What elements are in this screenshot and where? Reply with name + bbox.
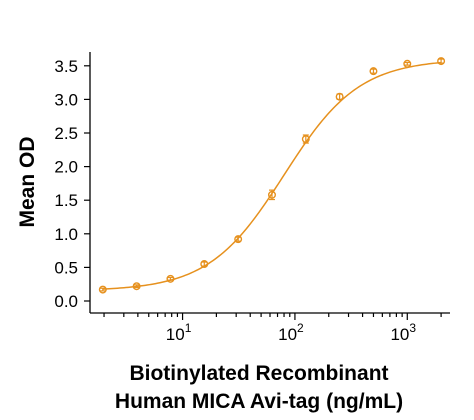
data-point bbox=[267, 190, 276, 199]
x-axis-title-line2: Human MICA Avi-tag (ng/mL) bbox=[115, 390, 403, 413]
data-points bbox=[98, 57, 446, 294]
y-tick-label: 2.0 bbox=[54, 158, 78, 177]
y-tick-label: 0.0 bbox=[54, 292, 78, 311]
y-tick-label: 2.5 bbox=[54, 124, 78, 143]
x-ticks: 101 102 103 bbox=[103, 313, 442, 344]
fit-curve bbox=[102, 61, 442, 290]
y-axis-title: Mean OD bbox=[16, 136, 39, 227]
data-point bbox=[98, 285, 107, 294]
data-point bbox=[335, 92, 344, 101]
y-tick-label: 0.5 bbox=[54, 258, 78, 277]
y-ticks: 0.0 0.5 1.0 1.5 2.0 2.5 3.0 3.5 bbox=[54, 57, 90, 311]
data-point bbox=[166, 274, 175, 283]
y-tick-label: 3.5 bbox=[54, 57, 78, 76]
data-point bbox=[234, 235, 243, 244]
x-tick-label: 102 bbox=[278, 321, 304, 344]
y-tick-label: 1.5 bbox=[54, 191, 78, 210]
data-point bbox=[437, 57, 446, 66]
data-point bbox=[301, 135, 310, 144]
x-axis-title-line1: Biotinylated Recombinant bbox=[129, 362, 388, 385]
axes bbox=[89, 52, 450, 314]
x-tick-label: 103 bbox=[390, 321, 416, 344]
x-tick-label: 101 bbox=[166, 321, 192, 344]
data-point bbox=[369, 67, 378, 76]
y-tick-label: 1.0 bbox=[54, 225, 78, 244]
data-point bbox=[403, 59, 412, 68]
data-point bbox=[132, 282, 141, 291]
data-point bbox=[200, 260, 209, 269]
y-tick-label: 3.0 bbox=[54, 90, 78, 109]
